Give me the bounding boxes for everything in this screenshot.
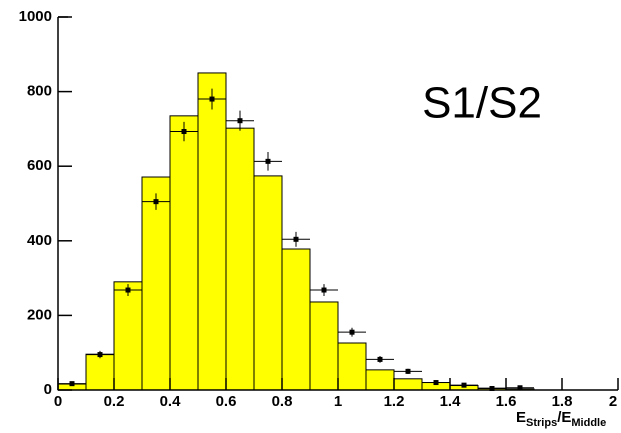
data-point — [517, 385, 523, 391]
histogram-bar — [225, 127, 255, 391]
x-label-part: E — [516, 409, 526, 426]
x-tick-label: 1.4 — [440, 393, 462, 410]
data-point — [321, 287, 327, 293]
data-point — [97, 352, 103, 358]
histogram-bar — [337, 342, 367, 391]
y-tick-label: 0 — [44, 381, 52, 398]
data-point — [125, 287, 131, 293]
data-point — [489, 386, 495, 392]
histogram-bar — [85, 353, 115, 391]
histogram-bar — [309, 301, 339, 391]
x-axis-label: EStrips/EMiddle — [516, 409, 606, 429]
x-tick-label: 0.8 — [272, 393, 293, 410]
x-tick-label: 1.2 — [384, 393, 405, 410]
y-tick-label: 200 — [27, 306, 52, 323]
data-point — [293, 236, 299, 242]
histogram-bar — [197, 72, 227, 391]
x-tick-label: 2 — [609, 393, 617, 410]
y-tick-label: 1000 — [19, 8, 52, 25]
data-point — [405, 368, 411, 374]
data-point — [433, 380, 439, 386]
x-tick-label: 1.8 — [552, 393, 573, 410]
x-tick-label: 1.6 — [496, 393, 517, 410]
histogram-bar — [169, 115, 199, 391]
histogram-bar — [253, 175, 283, 391]
data-point — [153, 199, 159, 205]
histogram-bar — [113, 281, 143, 391]
x-tick-label: 0 — [54, 393, 62, 410]
histogram-bar — [365, 369, 395, 391]
y-tick-label: 800 — [27, 83, 52, 100]
x-label-part: /E — [557, 409, 571, 426]
y-tick-label: 400 — [27, 232, 52, 249]
data-point — [349, 329, 355, 335]
data-point — [69, 381, 75, 387]
x-tick-label: 0.4 — [160, 393, 182, 410]
data-point — [461, 382, 467, 388]
data-point — [209, 96, 215, 102]
data-point — [237, 118, 243, 124]
histogram-bar — [393, 378, 423, 391]
data-point — [377, 356, 383, 362]
x-label-part: Strips — [526, 417, 557, 429]
annotation: S1/S2 — [422, 79, 542, 128]
data-point — [265, 158, 271, 164]
x-label-part: Middle — [571, 417, 606, 429]
histogram-bar — [281, 248, 311, 391]
x-tick-label: 0.2 — [104, 393, 125, 410]
x-tick-label: 1 — [334, 393, 342, 410]
data-point — [181, 129, 187, 135]
y-tick-label: 600 — [27, 157, 52, 174]
x-tick-label: 0.6 — [216, 393, 237, 410]
